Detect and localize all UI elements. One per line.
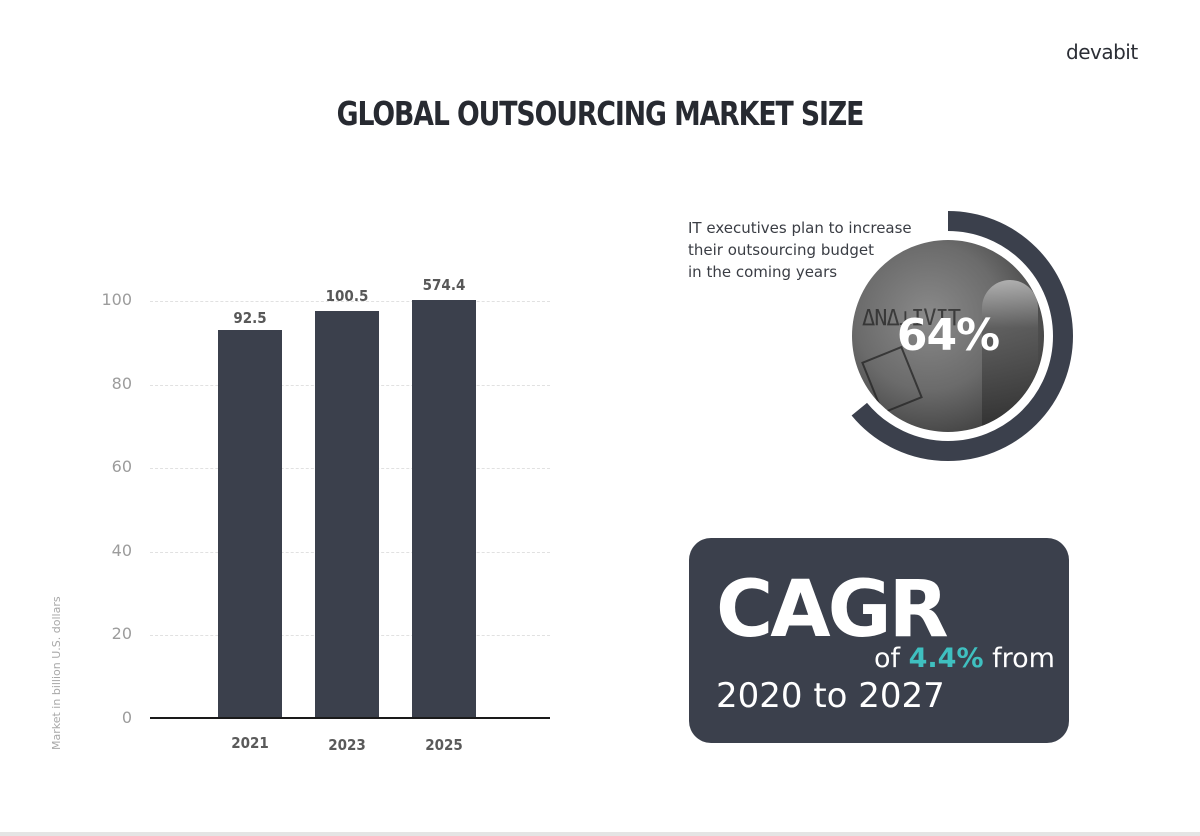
progress-ring: [823, 211, 1073, 461]
cagr-card: [689, 538, 1069, 743]
person-silhouette: [982, 280, 1038, 432]
page-title: GLOBAL OUTSOURCING MARKET SIZE: [336, 94, 865, 133]
footer-divider: [0, 832, 1200, 836]
office-photo: ΔΝΔ⊥ΙVΙΤ: [852, 240, 1044, 432]
bar-2025: [412, 300, 476, 718]
y-tick-80: 80: [111, 374, 132, 393]
y-tick-20: 20: [111, 624, 132, 643]
y-tick-100: 100: [101, 290, 132, 309]
bar-value-label: 92.5: [233, 309, 267, 327]
bar-value-label: 574.4: [422, 276, 466, 294]
y-tick-0: 0: [121, 708, 132, 727]
bar-2021: [218, 330, 282, 718]
x-axis: [150, 717, 550, 719]
whiteboard-scribble: ΔΝΔ⊥ΙVΙΤ: [862, 306, 961, 331]
x-tick-2021: 2021: [231, 734, 269, 752]
cagr-period: 2020 to 2027: [716, 676, 945, 716]
ring-caption: IT executives plan to increase their out…: [688, 219, 912, 281]
cagr-rate-line: of 4.4% from: [874, 643, 1055, 674]
bar-value-label: 100.5: [325, 287, 369, 305]
x-tick-2023: 2023: [328, 736, 366, 754]
cagr-rate: 4.4%: [908, 643, 984, 674]
brand-logo: devabit: [1066, 40, 1138, 64]
percent-value: 64%: [896, 310, 1000, 361]
gridline: [150, 301, 550, 302]
bar-2023: [315, 311, 379, 718]
bar-chart: Market in billion U.S. dollars 100 80 60…: [50, 270, 580, 770]
cagr-headline: CAGR: [716, 565, 949, 655]
x-tick-2025: 2025: [425, 736, 463, 754]
y-tick-60: 60: [111, 457, 132, 476]
y-tick-40: 40: [111, 541, 132, 560]
